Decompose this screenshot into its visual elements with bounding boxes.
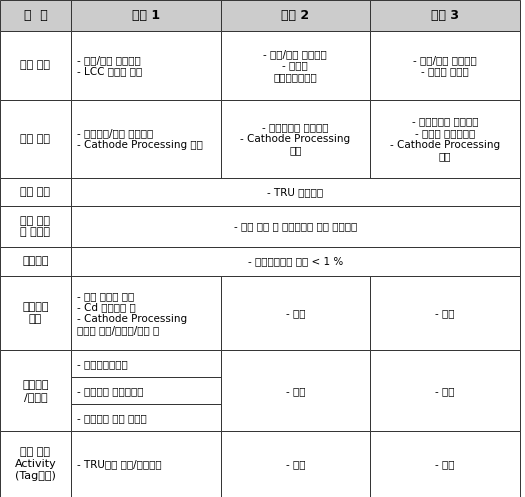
Bar	[220, 31, 370, 100]
Text: - 좌동: - 좌동	[435, 386, 455, 396]
Text: 공정 구성: 공정 구성	[20, 134, 50, 144]
Bar	[71, 177, 520, 206]
Bar	[370, 431, 520, 497]
Text: - 정련/제련 개별장치
- 고화염
내부반응기운반: - 정련/제련 개별장치 - 고화염 내부반응기운반	[264, 49, 327, 82]
Bar	[370, 276, 520, 350]
Bar	[220, 431, 370, 497]
Text: 모니터링
항목: 모니터링 항목	[22, 302, 49, 324]
Text: - 인가 전류와 전압
- Cd 원료물질 량
- Cathode Processing
단계의 온도/진공압/시간 등: - 인가 전류와 전압 - Cd 원료물질 량 - Cathode Proces…	[77, 291, 187, 335]
Bar	[0, 31, 71, 100]
Text: - 전해정련과 제련장치
- Cathode Processing
장치: - 전해정련과 제련장치 - Cathode Processing 장치	[240, 122, 350, 156]
Bar	[71, 431, 220, 497]
Bar	[71, 377, 220, 404]
Text: 방안 1: 방안 1	[132, 9, 160, 22]
Bar	[0, 100, 71, 177]
Bar	[370, 31, 520, 100]
Text: 방안 2: 방안 2	[281, 9, 309, 22]
Bar	[0, 276, 71, 350]
Text: 항  목: 항 목	[24, 9, 47, 22]
Bar	[370, 350, 520, 431]
Text: - 모니터링 항목 데이터: - 모니터링 항목 데이터	[77, 413, 147, 423]
Bar	[370, 100, 520, 177]
Text: - 무게 측정 및 화학분석에 의한 합금조성: - 무게 측정 및 화학분석에 의한 합금조성	[234, 222, 357, 232]
Text: - 안전조치요건 만족 < 1 %: - 안전조치요건 만족 < 1 %	[248, 256, 343, 266]
Bar	[0, 0, 71, 31]
Bar	[0, 247, 71, 276]
Text: - 무게측정데이터: - 무게측정데이터	[77, 359, 128, 369]
Text: - 좌동: - 좌동	[435, 308, 455, 318]
Bar	[220, 0, 370, 31]
Text: - 좌동: - 좌동	[435, 459, 455, 469]
Text: 안전 조치
Activity
(Tag부착): 안전 조치 Activity (Tag부착)	[15, 447, 56, 481]
Text: - 좌동: - 좌동	[286, 308, 305, 318]
Text: 대상 물질: 대상 물질	[20, 187, 50, 197]
Text: 공정 개념: 공정 개념	[20, 61, 50, 71]
Bar	[71, 247, 520, 276]
Bar	[370, 0, 520, 31]
Bar	[71, 0, 220, 31]
Bar	[0, 206, 71, 247]
Text: 방안 3: 방안 3	[431, 9, 459, 22]
Text: - 전해정련과 제련장치
- 용융염 이송시스템
- Cathode Processing
장치: - 전해정련과 제련장치 - 용융염 이송시스템 - Cathode Proce…	[390, 116, 500, 161]
Bar	[0, 177, 71, 206]
Bar	[71, 276, 220, 350]
Bar	[0, 431, 71, 497]
Text: - TRU금속 운반/저장용기: - TRU금속 운반/저장용기	[77, 459, 162, 469]
Text: 문서기록
/전산화: 문서기록 /전산화	[22, 380, 49, 402]
Bar	[71, 100, 220, 177]
Text: - 운전관련 영상데이터: - 운전관련 영상데이터	[77, 386, 144, 396]
Bar	[220, 276, 370, 350]
Text: - 정련/제련 개별장치
- 용융염 이송관: - 정련/제련 개별장치 - 용융염 이송관	[413, 55, 477, 76]
Bar	[71, 404, 220, 431]
Text: - 좌동: - 좌동	[286, 459, 305, 469]
Text: - 정련/제련 동일장치
- LCC 전극만 교체: - 정련/제련 동일장치 - LCC 전극만 교체	[77, 55, 142, 76]
Text: - 전해정련/제련 통합장치
- Cathode Processing 장치: - 전해정련/제련 통합장치 - Cathode Processing 장치	[77, 128, 203, 150]
Text: 측정오차: 측정오차	[22, 256, 49, 266]
Bar	[220, 100, 370, 177]
Text: - 좌동: - 좌동	[286, 386, 305, 396]
Bar	[71, 206, 520, 247]
Bar	[220, 350, 370, 431]
Text: 계량 방법
및 데이터: 계량 방법 및 데이터	[20, 216, 50, 238]
Text: - TRU 금속합금: - TRU 금속합금	[267, 187, 323, 197]
Bar	[0, 350, 71, 431]
Bar	[71, 31, 220, 100]
Bar	[71, 350, 220, 377]
